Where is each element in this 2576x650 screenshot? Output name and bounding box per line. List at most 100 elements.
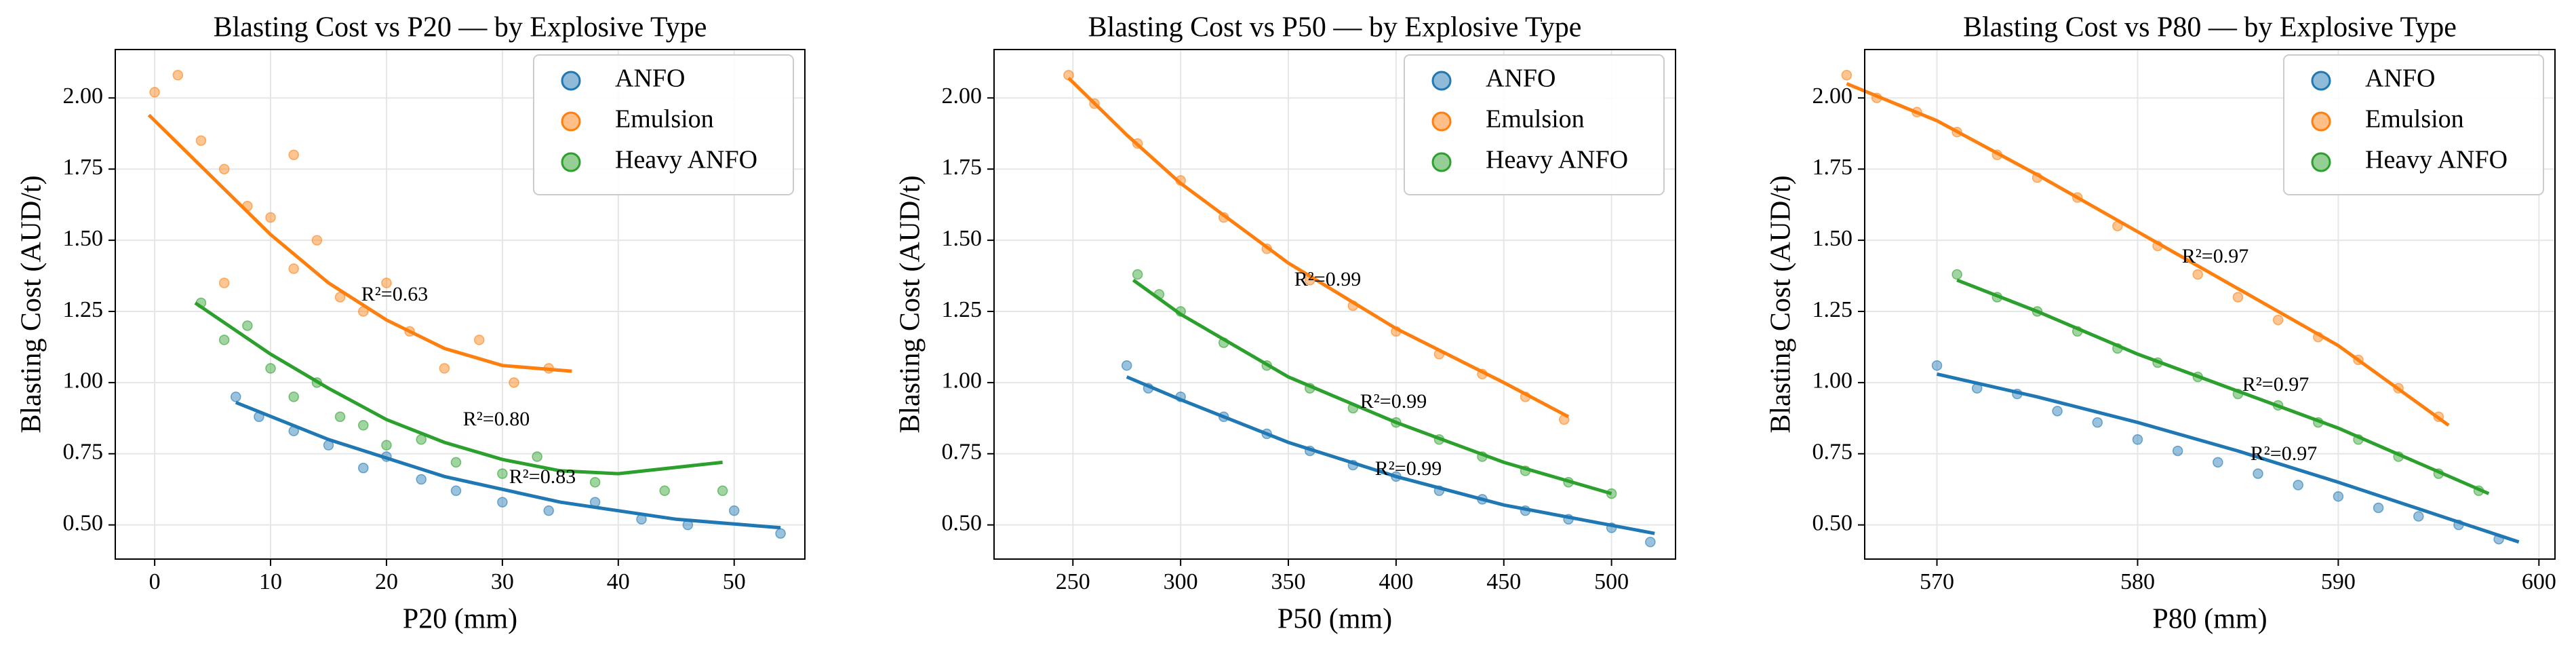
data-point	[775, 528, 786, 539]
y-tick-label: 1.75	[1812, 155, 1853, 180]
data-point	[288, 149, 299, 160]
fit-line	[1956, 278, 2490, 495]
data-point	[311, 235, 323, 246]
legend-label: ANFO	[615, 64, 685, 93]
data-point	[149, 87, 160, 98]
x-tick-label: 350	[1271, 569, 1306, 594]
data-point	[2413, 511, 2424, 522]
data-point	[381, 440, 392, 451]
data-point	[195, 135, 207, 147]
data-point	[450, 457, 462, 468]
legend-marker	[561, 71, 581, 91]
data-point	[358, 420, 369, 431]
axes-frame	[993, 49, 1676, 560]
x-tick-label: 450	[1486, 569, 1521, 594]
axes-frame	[1864, 49, 2556, 560]
data-point	[532, 451, 542, 462]
legend-label: Heavy ANFO	[615, 146, 757, 174]
y-tick-label: 0.50	[63, 510, 104, 535]
x-tick-label: 600	[2522, 569, 2556, 594]
data-point	[2052, 406, 2063, 417]
x-tick-label: 570	[1920, 569, 1954, 594]
data-point	[288, 391, 299, 402]
data-point	[334, 292, 346, 303]
data-point	[2232, 292, 2244, 303]
y-tick-label: 2.00	[63, 83, 104, 109]
legend-label: Emulsion	[1486, 105, 1585, 134]
y-axis-label: Blasting Cost (AUD/t)	[16, 175, 47, 433]
chart-title: Blasting Cost vs P20 — by Explosive Type	[214, 12, 707, 43]
legend-marker	[2311, 152, 2331, 172]
legend-label: ANFO	[1486, 64, 1555, 93]
x-tick-label: 590	[2321, 569, 2356, 594]
x-tick-label: 10	[259, 569, 282, 594]
data-point	[1841, 70, 1852, 81]
annotation: R²=0.63	[361, 283, 428, 305]
y-tick-label: 1.75	[63, 155, 104, 180]
legend: ANFO Emulsion Heavy ANFO	[533, 54, 794, 195]
data-point	[288, 263, 299, 274]
data-point	[2293, 480, 2303, 491]
chart-title: Blasting Cost vs P80 — by Explosive Type	[1963, 12, 2457, 43]
y-tick-label: 1.00	[942, 368, 983, 394]
data-point	[2192, 269, 2203, 280]
data-point	[728, 505, 740, 516]
legend-label: Emulsion	[2365, 105, 2464, 134]
x-axis-label: P50 (mm)	[1277, 604, 1392, 635]
data-point	[2132, 434, 2143, 445]
annotation: R²=0.97	[2251, 442, 2317, 465]
annotation: R²=0.99	[1294, 268, 1361, 290]
x-tick-label: 300	[1164, 569, 1198, 594]
data-point	[242, 320, 253, 331]
data-point	[1645, 537, 1656, 548]
y-tick-label: 0.75	[942, 440, 983, 465]
y-axis-label: Blasting Cost (AUD/t)	[895, 175, 926, 433]
legend-marker	[1431, 152, 1452, 172]
data-point	[589, 476, 601, 488]
fit-line	[1067, 77, 1570, 419]
y-tick-label: 1.75	[942, 155, 983, 180]
data-point	[509, 377, 519, 388]
data-point	[2272, 314, 2284, 326]
subplot: 0.50 0.75 1.00 1.25 1.50 1.75 2.00 570 580 590 600…	[1766, 12, 2556, 635]
data-point	[439, 363, 450, 374]
data-point	[659, 485, 670, 497]
y-axis-label: Blasting Cost (AUD/t)	[1766, 175, 1797, 433]
y-tick-label: 1.25	[1812, 297, 1853, 322]
legend-box	[2283, 54, 2544, 195]
legend-label: Heavy ANFO	[2365, 146, 2508, 174]
chart-title: Blasting Cost vs P50 — by Explosive Type	[1088, 12, 1582, 43]
x-tick-label: 580	[2120, 569, 2155, 594]
legend: ANFO Emulsion Heavy ANFO	[1404, 54, 1665, 195]
legend-marker	[561, 111, 581, 132]
data-point	[2213, 457, 2223, 468]
annotation: R²=0.97	[2242, 373, 2309, 396]
data-point	[218, 334, 230, 345]
y-tick-label: 2.00	[1812, 83, 1853, 109]
data-point	[1121, 360, 1132, 371]
data-point	[450, 485, 462, 497]
annotation: R²=0.97	[2182, 245, 2248, 267]
x-tick-label: 250	[1056, 569, 1090, 594]
fit-line	[147, 113, 572, 373]
data-point	[1931, 360, 1943, 371]
data-point	[1951, 269, 1962, 280]
data-point	[2092, 417, 2103, 428]
data-point	[358, 462, 369, 474]
annotation: R²=0.99	[1375, 457, 1442, 480]
data-point	[218, 278, 230, 288]
data-point	[218, 164, 230, 174]
annotation: R²=0.83	[509, 465, 576, 488]
legend-marker	[1431, 71, 1452, 91]
data-point	[416, 474, 427, 485]
y-tick-label: 1.00	[63, 368, 104, 394]
y-tick-label: 0.75	[1812, 440, 1853, 465]
legend-marker	[1431, 111, 1452, 132]
data-point	[265, 212, 276, 223]
legend-box	[533, 54, 794, 195]
y-tick-label: 0.50	[942, 510, 983, 535]
fit-line	[1132, 278, 1612, 495]
data-point	[2253, 468, 2263, 479]
y-tick-label: 1.50	[942, 226, 983, 251]
